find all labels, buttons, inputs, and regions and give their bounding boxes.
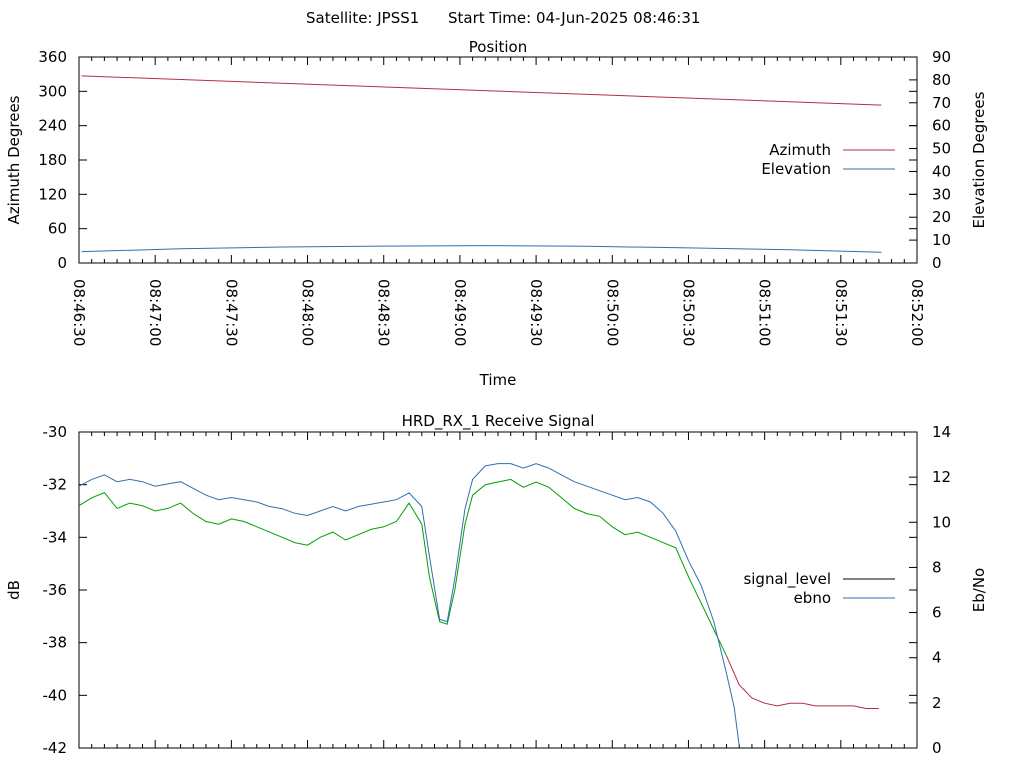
y2-tick-label: 12 — [932, 468, 951, 486]
series-line-signal_level — [78, 478, 727, 657]
series-line-Azimuth — [81, 75, 882, 106]
y-tick-label: 180 — [38, 151, 67, 169]
x-tick-label: 08:48:00 — [299, 279, 317, 346]
y-tick-label: -40 — [43, 686, 68, 704]
x-tick-label: 08:47:00 — [146, 279, 164, 346]
y2-tick-label: 0 — [932, 739, 942, 757]
y2-tick-label: 8 — [932, 558, 942, 576]
y-tick-label: 300 — [38, 82, 67, 100]
y-tick-label: -38 — [43, 634, 68, 652]
satellite-label: Satellite: JPSS1 — [306, 9, 419, 27]
legend-label: Elevation — [761, 160, 831, 178]
x-tick-label: 08:51:00 — [756, 279, 774, 346]
x-tick-label: 08:49:00 — [451, 279, 469, 346]
y2-tick-label: 90 — [932, 48, 951, 66]
y2-tick-label: 40 — [932, 162, 951, 180]
y-tick-label: 120 — [38, 185, 67, 203]
x-tick-label: 08:47:30 — [222, 279, 240, 346]
legend-label: ebno — [794, 589, 831, 607]
y2-tick-label: 6 — [932, 604, 942, 622]
x-tick-label: 08:50:30 — [679, 279, 697, 346]
y2-tick-label: 0 — [932, 254, 942, 272]
x-tick-label: 08:50:00 — [603, 279, 621, 346]
x-axis-label: Time — [479, 371, 517, 389]
y2-tick-label: 20 — [932, 208, 951, 226]
y2-axis-label: Elevation Degrees — [970, 91, 988, 228]
y2-tick-label: 14 — [932, 423, 951, 441]
y-tick-label: -36 — [43, 581, 68, 599]
series-line-signal_level-tail — [726, 655, 879, 709]
y-tick-label: -34 — [43, 528, 68, 546]
y-tick-label: 60 — [48, 220, 67, 238]
series-line-ebno — [78, 463, 740, 746]
start-time-label: Start Time: 04-Jun-2025 08:46:31 — [448, 9, 700, 27]
y2-tick-label: 80 — [932, 71, 951, 89]
x-tick-label: 08:46:30 — [70, 279, 88, 346]
plot-frame — [78, 431, 918, 749]
x-tick-label: 08:49:30 — [527, 279, 545, 346]
y2-axis-label: Eb/No — [970, 568, 988, 612]
y-tick-label: 240 — [38, 117, 67, 135]
legend-label: signal_level — [743, 570, 831, 589]
chart-title: Position — [469, 38, 527, 56]
legend-label: Azimuth — [769, 141, 831, 159]
y-tick-label: 0 — [57, 254, 67, 272]
y-axis-label: Azimuth Degrees — [5, 95, 23, 224]
y2-tick-label: 2 — [932, 694, 942, 712]
y-tick-label: 360 — [38, 48, 67, 66]
chart-title: HRD_RX_1 Receive Signal — [402, 412, 595, 431]
receive-signal-chart: HRD_RX_1 Receive Signal -42 -40 -38 -36 -34 -3… — [5, 412, 988, 757]
y2-tick-label: 70 — [932, 94, 951, 112]
series-line-Elevation — [81, 245, 882, 253]
y2-tick-label: 60 — [932, 117, 951, 135]
y2-tick-label: 10 — [932, 231, 951, 249]
y2-tick-label: 10 — [932, 513, 951, 531]
x-tick-label: 08:48:30 — [375, 279, 393, 346]
x-tick-label: 08:51:30 — [832, 279, 850, 346]
position-chart: Position 0 60 120 180 240 300 360 0 10 20 30 40 50 60 7… — [5, 38, 988, 389]
y-tick-label: -32 — [43, 476, 68, 494]
y-tick-label: -42 — [43, 739, 68, 757]
y2-tick-label: 4 — [932, 649, 942, 667]
y-tick-label: -30 — [43, 423, 68, 441]
y2-tick-label: 30 — [932, 185, 951, 203]
y2-tick-label: 50 — [932, 140, 951, 158]
y-axis-label: dB — [5, 580, 23, 600]
x-tick-label: 08:52:00 — [908, 279, 926, 346]
